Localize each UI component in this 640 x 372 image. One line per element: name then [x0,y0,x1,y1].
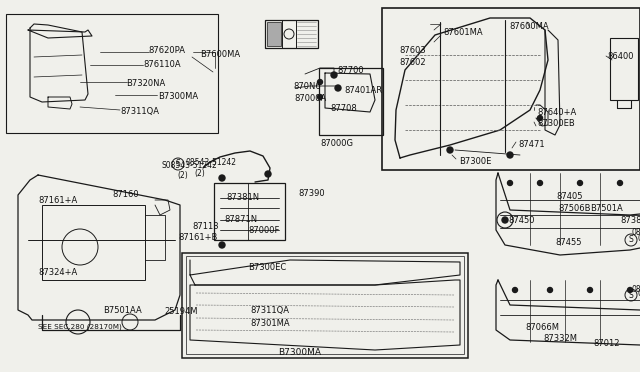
Text: 87401AR: 87401AR [344,86,382,95]
Bar [186,256,464,354]
Text: SEE SEC.280 (28170M): SEE SEC.280 (28170M) [38,323,122,330]
Text: S: S [628,235,634,244]
Circle shape [335,85,341,91]
Text: 08543-51242: 08543-51242 [185,158,236,167]
Text: B7600MA: B7600MA [200,50,240,59]
Text: 87311QA: 87311QA [120,107,159,116]
Text: B7300EC: B7300EC [248,263,286,272]
Text: 87000A: 87000A [294,94,326,103]
Text: 87471: 87471 [518,140,545,149]
Text: 87602: 87602 [399,58,426,67]
Circle shape [538,115,543,121]
Text: 87871N: 87871N [224,215,257,224]
Text: 87708: 87708 [330,104,356,113]
Text: 87113: 87113 [192,222,219,231]
Text: B7300E: B7300E [459,157,492,166]
Text: 87161+A: 87161+A [38,196,77,205]
Text: (2): (2) [194,169,205,178]
Text: 08543-51242: 08543-51242 [638,234,640,243]
Text: 87600MA: 87600MA [509,22,548,31]
Text: 87012: 87012 [593,339,620,348]
Text: 870N6: 870N6 [293,82,321,91]
Circle shape [502,217,508,223]
Bar [382,8,640,170]
Circle shape [588,288,593,292]
Circle shape [577,180,582,186]
Bar [265,20,318,48]
Text: 87311QA: 87311QA [250,306,289,315]
Circle shape [219,242,225,248]
Text: 86400: 86400 [607,52,634,61]
Text: 87455: 87455 [555,238,582,247]
Text: B7300MA: B7300MA [278,348,321,357]
Circle shape [547,288,552,292]
Text: 87640+A: 87640+A [537,108,576,117]
Circle shape [447,147,453,153]
Text: 87380: 87380 [620,216,640,225]
Text: 87405: 87405 [556,192,582,201]
Text: 87620PA: 87620PA [148,46,185,55]
Text: 87324+A: 87324+A [38,268,77,277]
Bar [610,38,638,100]
Text: S: S [628,291,634,299]
Circle shape [317,80,323,84]
Text: 87301MA: 87301MA [250,319,290,328]
Text: B7501A: B7501A [590,204,623,213]
Circle shape [507,152,513,158]
Circle shape [538,180,543,186]
Bar [319,68,383,135]
Bar [182,253,468,358]
Text: (2): (2) [177,171,188,180]
Text: 08543-51242: 08543-51242 [638,289,640,298]
Text: B7501AA: B7501AA [103,306,141,315]
Text: 87450: 87450 [508,216,534,225]
Text: 87161+B: 87161+B [178,233,218,242]
Text: 87160: 87160 [112,190,139,199]
Circle shape [265,171,271,177]
Text: S08543-51242: S08543-51242 [161,161,217,170]
Text: 87300EB: 87300EB [537,119,575,128]
Text: 87000G: 87000G [320,139,353,148]
Text: 08543-51242: 08543-51242 [632,228,640,237]
Circle shape [513,288,518,292]
Circle shape [508,180,513,186]
Bar [6,14,218,133]
Text: 87700: 87700 [337,66,364,75]
Text: 87000F: 87000F [248,226,280,235]
Text: 87603: 87603 [399,46,426,55]
Text: 87506B: 87506B [558,204,591,213]
Circle shape [219,175,225,181]
Text: 87381N: 87381N [226,193,259,202]
Text: 87332M: 87332M [543,334,577,343]
Text: 08543-51242: 08543-51242 [632,285,640,294]
Text: B7320NA: B7320NA [126,79,165,88]
Circle shape [627,288,632,292]
Text: 87390: 87390 [298,189,324,198]
Bar [214,183,285,240]
Text: B7300MA: B7300MA [158,92,198,101]
Text: 87066M: 87066M [525,323,559,332]
Bar [42,205,145,280]
Circle shape [618,180,623,186]
Circle shape [317,94,323,99]
Text: 25194M: 25194M [164,307,198,316]
Circle shape [331,72,337,78]
Bar [267,22,281,46]
Text: S: S [175,160,180,169]
Text: 87601MA: 87601MA [443,28,483,37]
Text: 876110A: 876110A [143,60,180,69]
